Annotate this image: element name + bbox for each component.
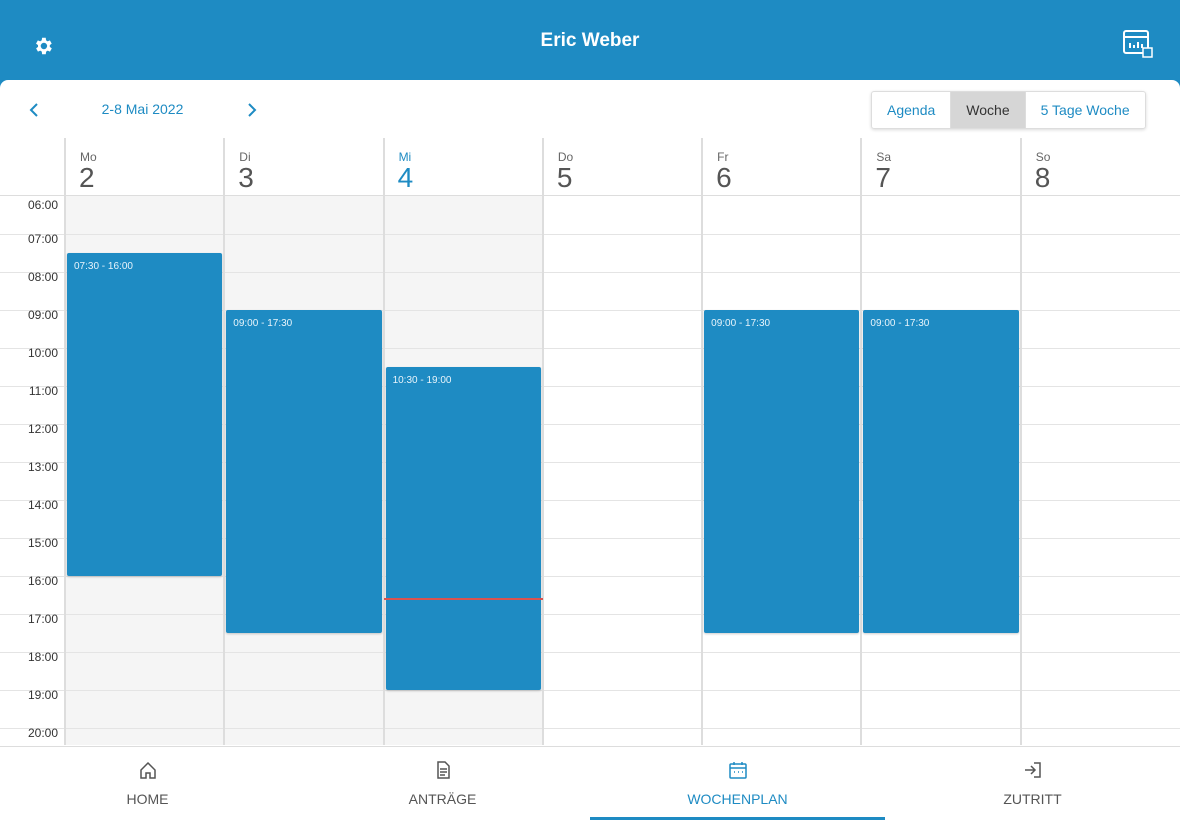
hour-label: 10:00 [27, 346, 58, 360]
hour-label: 06:00 [27, 198, 58, 212]
hour-label: 20:00 [27, 726, 58, 740]
date: 6 [716, 162, 732, 193]
column-divider [541, 138, 544, 745]
date: 2 [79, 162, 95, 193]
weekday: Mi [398, 150, 412, 164]
column-divider [701, 138, 704, 745]
header-line [0, 195, 1180, 196]
nav-item[interactable]: ANTRÄGE [295, 760, 590, 807]
hour-label: 09:00 [27, 308, 58, 322]
hour-line [0, 614, 1180, 615]
settings-icon[interactable] [32, 35, 54, 57]
hour-label: 11:00 [28, 384, 58, 398]
hour-line [0, 538, 1180, 539]
report-icon[interactable] [1122, 29, 1154, 59]
weekday: Fr [717, 150, 729, 164]
hour-line [0, 386, 1180, 387]
hour-label: 14:00 [27, 498, 58, 512]
nav-item[interactable]: WOCHENPLAN [590, 760, 885, 807]
nav-icon [139, 761, 156, 779]
column-divider [64, 138, 66, 745]
hour-label: 18:00 [27, 650, 58, 664]
weekday: So [1035, 150, 1051, 164]
hour-line [0, 728, 1180, 729]
shift-event[interactable]: 10:30 - 19:00 [385, 367, 541, 690]
nav-icon [436, 761, 450, 779]
date: 4 [397, 162, 414, 193]
weekday: Mo [80, 150, 97, 164]
hour-line [0, 424, 1180, 425]
hour-line [0, 310, 1180, 311]
next-week[interactable] [246, 102, 258, 118]
nav-active-bar [590, 817, 885, 820]
hour-label: 13:00 [27, 460, 58, 474]
shift-event[interactable]: 09:00 - 17:30 [704, 310, 860, 633]
view-button[interactable]: Agenda [872, 92, 952, 128]
header: Eric Weber [0, 0, 1180, 80]
event-time: 09:00 - 17:30 [870, 318, 930, 329]
shift-event[interactable]: 09:00 - 17:30 [226, 310, 382, 633]
nav-divider [0, 746, 1180, 747]
view-switcher: Agenda Woche 5 Tage Woche [871, 91, 1146, 129]
view-button[interactable]: 5 Tage Woche [1040, 102, 1130, 118]
week-calendar: 06:00 07:00 08:00 09:00 10:00 11:00 12:00 13:00… [0, 138, 1180, 745]
column-divider [223, 138, 226, 745]
nav-item[interactable]: ZUTRITT [885, 760, 1180, 807]
date: 3 [238, 162, 254, 193]
hour-line [0, 234, 1180, 235]
prev-week[interactable] [28, 102, 40, 118]
nav-icon [1024, 762, 1041, 778]
hour-label: 08:00 [27, 270, 58, 284]
weekday: Sa [876, 150, 892, 164]
nav-label: HOME [126, 791, 169, 807]
hour-label: 19:00 [27, 688, 58, 702]
hour-label: 16:00 [27, 574, 58, 588]
nav-icon [728, 762, 747, 779]
hour-line [0, 348, 1180, 349]
hour-line [0, 576, 1180, 577]
view-button[interactable]: Woche [951, 92, 1026, 128]
hour-line [0, 272, 1180, 273]
shift-event[interactable]: 09:00 - 17:30 [863, 310, 1019, 633]
nav-label: ANTRÄGE [408, 791, 477, 807]
shift-event[interactable]: 07:30 - 16:00 [67, 253, 223, 576]
nav-item[interactable]: HOME [0, 760, 295, 807]
hour-label: 07:00 [27, 232, 58, 246]
event-time: 09:00 - 17:30 [711, 318, 771, 329]
hour-line [0, 652, 1180, 653]
hour-line [0, 462, 1180, 463]
date: 7 [875, 162, 891, 193]
hour-line [0, 500, 1180, 501]
nav-label: WOCHENPLAN [687, 791, 788, 807]
now-indicator [383, 598, 543, 600]
column-divider [860, 138, 863, 745]
column-divider [1019, 138, 1022, 745]
weekday: Do [557, 150, 574, 164]
hour-label: 15:00 [27, 536, 58, 550]
event-time: 07:30 - 16:00 [74, 261, 133, 272]
date-range: 2-8 Mai 2022 [101, 101, 184, 117]
hour-label: 12:00 [27, 422, 58, 436]
hour-label: 17:00 [27, 612, 58, 626]
hour-line [0, 690, 1180, 691]
nav-label: ZUTRITT [1003, 791, 1062, 807]
weekday: Di [239, 150, 251, 164]
date: 8 [1034, 162, 1051, 193]
date: 5 [556, 162, 573, 193]
event-time: 10:30 - 19:00 [392, 375, 452, 386]
event-time: 09:00 - 17:30 [233, 318, 293, 329]
title: Eric Weber [540, 30, 640, 51]
column-divider [382, 138, 385, 745]
